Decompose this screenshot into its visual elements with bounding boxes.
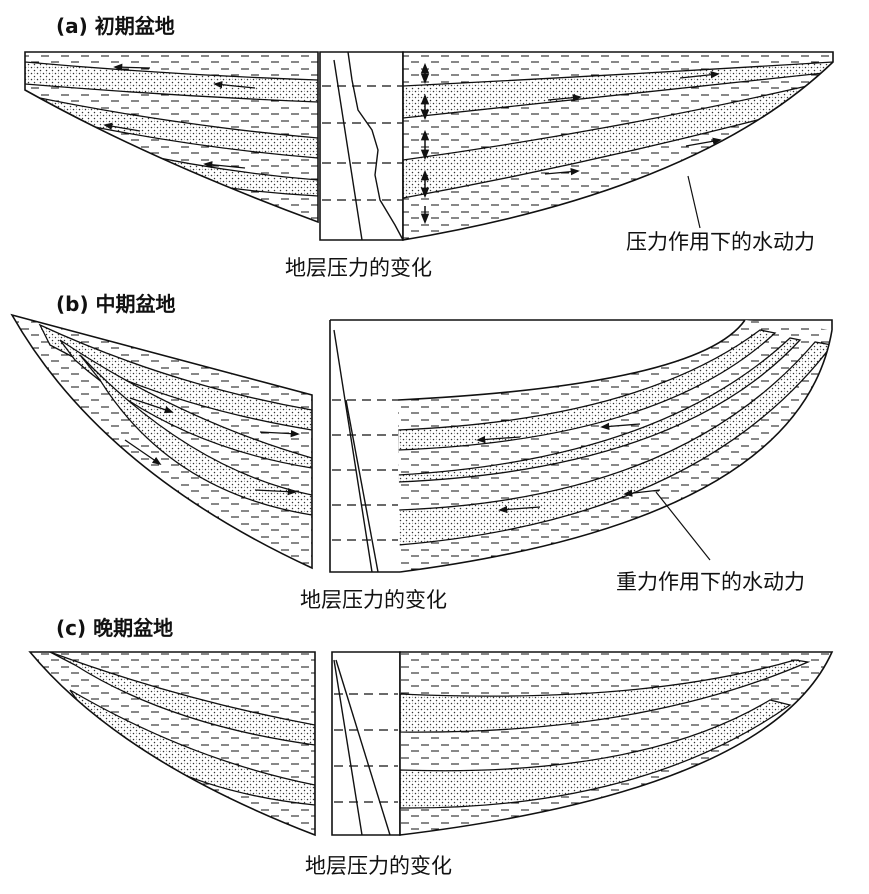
panel-a-pressure-caption: 地层压力的变化 [285,256,432,280]
panel-c-left-strata [30,652,315,835]
panel-a-right-strata [403,52,833,240]
panel-b-flow-caption: 重力作用下的水动力 [616,570,805,594]
panel-b-basin [10,313,833,573]
panel-c-basin [28,651,834,837]
panel-a-left-strata [25,52,318,222]
panel-c-label: (c) 晚期盆地 [56,616,174,640]
panel-c-right-strata [400,652,832,835]
panel-a-basin [24,51,834,241]
panel-b-pressure-column [329,319,833,573]
panel-b-label: (b) 中期盆地 [56,292,176,316]
panel-c-pressure-caption: 地层压力的变化 [305,854,452,878]
panel-a-label: (a) 初期盆地 [56,14,175,38]
panel-b-right-strata [398,320,832,572]
panel-a-flow-caption: 压力作用下的水动力 [626,230,815,254]
panel-c-pressure-column [331,651,401,836]
panel-b-pressure-caption: 地层压力的变化 [300,588,447,612]
panel-b-left-strata [12,315,312,568]
